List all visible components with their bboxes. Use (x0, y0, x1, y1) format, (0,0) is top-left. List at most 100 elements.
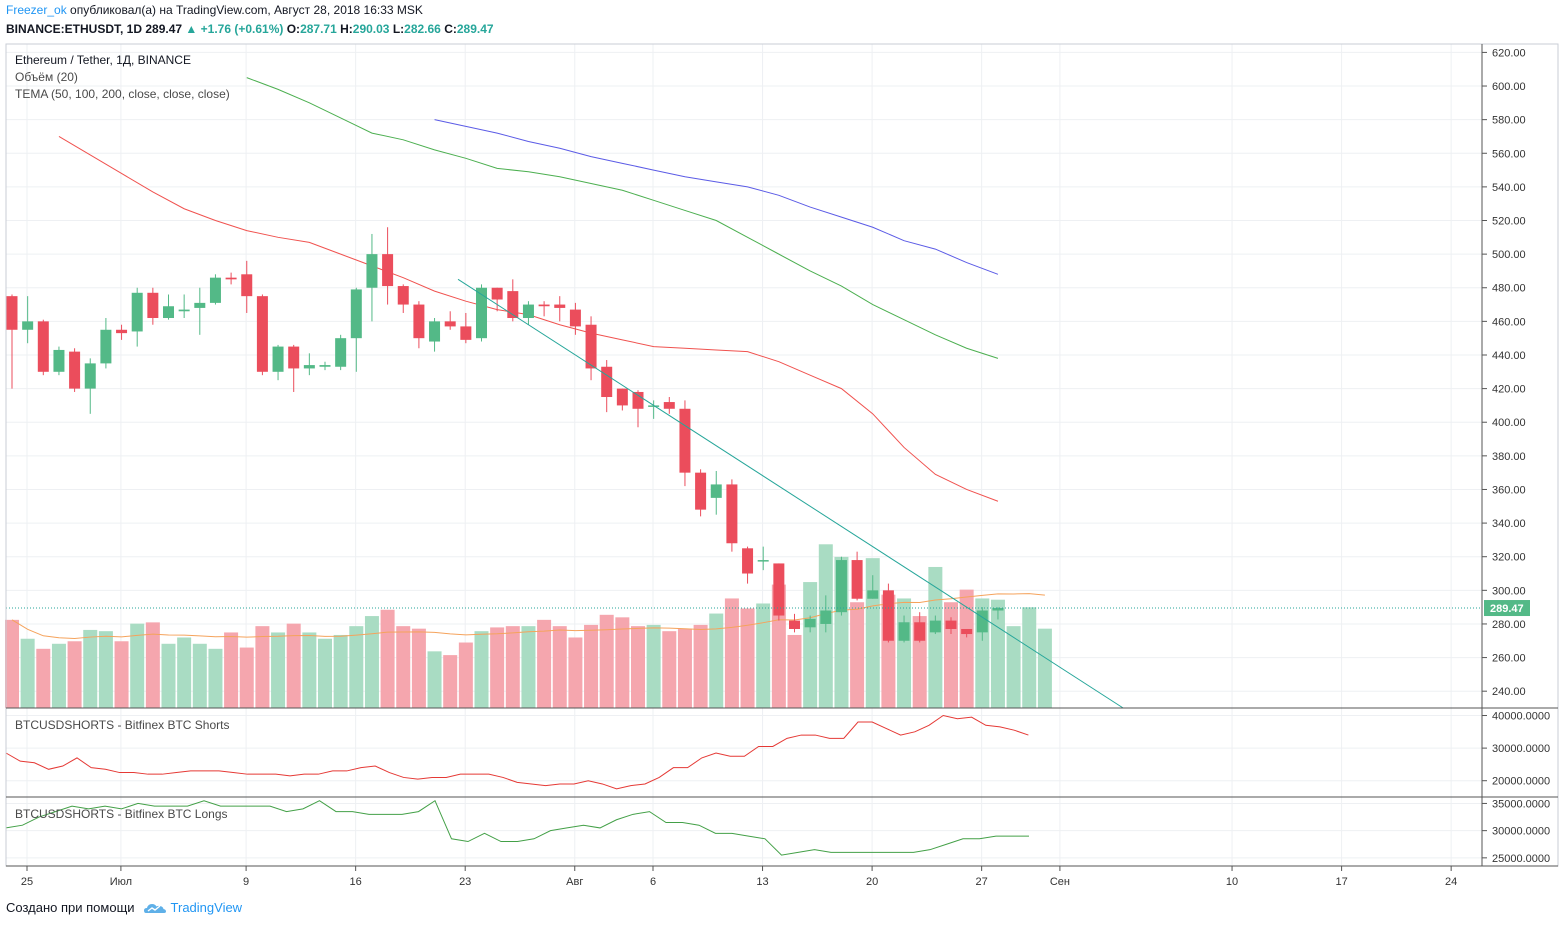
y-tick-label: 25000.0000 (1492, 853, 1550, 865)
volume-bar (177, 637, 192, 708)
candle-body (6, 296, 18, 330)
candle-body (163, 306, 174, 319)
volume-bar (568, 637, 583, 708)
tema-200-line (434, 119, 999, 275)
last-price: 289.47 (145, 22, 183, 36)
volume-bar (349, 626, 364, 708)
candle-body (929, 620, 941, 633)
x-tick-label: Авг (566, 876, 583, 888)
candle-body (413, 304, 425, 339)
y-tick-label: 300.00 (1492, 585, 1526, 597)
x-tick-label: 27 (976, 876, 988, 888)
y-tick-label: 260.00 (1492, 653, 1526, 665)
x-tick-label: 17 (1335, 876, 1347, 888)
volume-bar (990, 599, 1005, 708)
candle-body (366, 254, 378, 288)
x-tick-label: 9 (243, 876, 249, 888)
candle-body (476, 287, 487, 339)
volume-bar (333, 634, 348, 708)
y-tick-label: 620.00 (1492, 47, 1526, 59)
candle-body (507, 291, 519, 319)
y-tick-label: 420.00 (1492, 384, 1526, 396)
candle-body (976, 610, 988, 633)
volume-bar (239, 647, 254, 708)
volume-bar (850, 602, 865, 708)
candle-body (882, 590, 894, 641)
volume-bar (286, 623, 301, 708)
candle-body (851, 560, 863, 599)
chart-border (5, 43, 1559, 867)
candle-body (538, 304, 550, 307)
volume-bar (756, 603, 771, 708)
candle-body (225, 277, 237, 280)
candle-body (804, 618, 816, 628)
y-tick-label: 520.00 (1492, 216, 1526, 228)
volume-bar (192, 643, 207, 708)
volume-bar (662, 631, 677, 708)
candle-body (335, 338, 347, 367)
author-link[interactable]: Freezer_ok (6, 3, 67, 17)
x-tick-label: 25 (21, 876, 33, 888)
candle-body (397, 286, 409, 305)
volume-bar (411, 628, 426, 708)
tradingview-brand: TradingView (170, 900, 243, 915)
axes: 620.00 600.00 580.00 560.00 540.00 520.00 500.… (5, 43, 1559, 888)
symbol-label: BINANCE:ETHUSDT, 1D (6, 22, 143, 36)
volume-bar (1022, 607, 1037, 708)
candle-body (522, 304, 534, 319)
candle-body (616, 388, 628, 406)
candle-body (209, 277, 221, 303)
candle-body (773, 563, 785, 616)
trendline (457, 278, 1124, 709)
volume-bar (302, 632, 317, 708)
candle-body (648, 405, 660, 407)
volume-bar (646, 624, 661, 708)
volume-bar (631, 626, 645, 708)
candle-body (429, 321, 441, 342)
volume-bar (693, 624, 708, 708)
candle-body (147, 292, 159, 319)
candle-body (867, 590, 879, 599)
footer: Создано при помощи TradingView (6, 900, 242, 915)
legend-main: Ethereum / Tether, 1Д, BINANCE (15, 53, 191, 67)
volume-bar (677, 628, 692, 708)
volume-bar (490, 627, 505, 708)
candle-body (789, 620, 800, 629)
volume-bar (897, 598, 912, 708)
tradingview-link[interactable]: TradingView (143, 900, 243, 915)
candle-body (288, 346, 300, 369)
volume-bar (1037, 628, 1052, 708)
longs-line (5, 799, 1029, 856)
volume-bar (271, 632, 286, 708)
y-tick-label: 20000.0000 (1492, 776, 1550, 788)
y-tick-label: 380.00 (1492, 451, 1526, 463)
volume-bar (537, 619, 552, 708)
y-tick-label: 560.00 (1492, 148, 1526, 160)
volume-bar (255, 626, 270, 708)
candle-body (22, 321, 34, 330)
candle-body (569, 309, 581, 327)
volume-bar (521, 626, 536, 708)
y-tick-label: 320.00 (1492, 552, 1526, 564)
volume-bar (724, 598, 739, 708)
candle-body (53, 349, 65, 372)
volume-bar (67, 641, 82, 708)
volume-bar (5, 619, 19, 708)
high-value: 290.03 (352, 22, 390, 36)
volume-bar (98, 631, 113, 708)
candle-body (194, 302, 206, 308)
price-badge (1484, 600, 1530, 617)
candle-body (554, 304, 566, 308)
candle-body (382, 254, 394, 287)
candle-body (491, 287, 503, 300)
x-tick-label: 23 (459, 876, 471, 888)
y-tick-label: 480.00 (1492, 283, 1526, 295)
y-tick-label: 30000.0000 (1492, 743, 1550, 755)
y-tick-label: 500.00 (1492, 249, 1526, 261)
x-tick-label: 13 (756, 876, 768, 888)
y-tick-label: 400.00 (1492, 417, 1526, 429)
volume-bar (224, 632, 239, 708)
volume-bar (443, 655, 458, 708)
volume-bar (161, 643, 176, 708)
